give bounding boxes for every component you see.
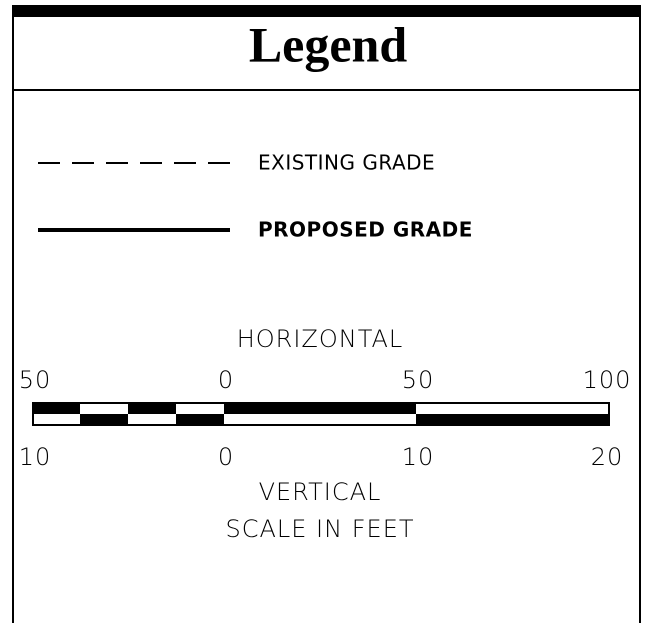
scale-label: 0 xyxy=(218,366,234,394)
scale-label: 50 xyxy=(402,366,435,394)
scale-label: 10 xyxy=(402,443,435,471)
scale-label: 10 xyxy=(19,443,52,471)
scale-label: 100 xyxy=(583,366,632,394)
legend-title: Legend xyxy=(249,16,408,72)
vertical-labels: 10 0 10 20 xyxy=(19,443,624,471)
scale-caption: SCALE IN FEET xyxy=(225,515,414,543)
horizontal-title: HORIZONTAL xyxy=(237,325,404,353)
scale-bar xyxy=(32,402,610,426)
top-border xyxy=(12,5,641,17)
scale-label: 20 xyxy=(591,443,624,471)
scale-label: 50 xyxy=(19,366,52,394)
scale-label: 0 xyxy=(218,443,234,471)
horizontal-labels: 50 0 50 100 xyxy=(19,366,632,394)
vertical-title: VERTICAL xyxy=(259,478,382,506)
item-label: EXISTING GRADE xyxy=(258,151,435,175)
item-label: PROPOSED GRADE xyxy=(258,218,473,242)
